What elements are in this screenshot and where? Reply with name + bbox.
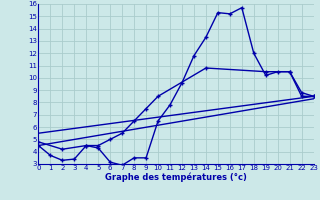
X-axis label: Graphe des températures (°c): Graphe des températures (°c): [105, 173, 247, 182]
